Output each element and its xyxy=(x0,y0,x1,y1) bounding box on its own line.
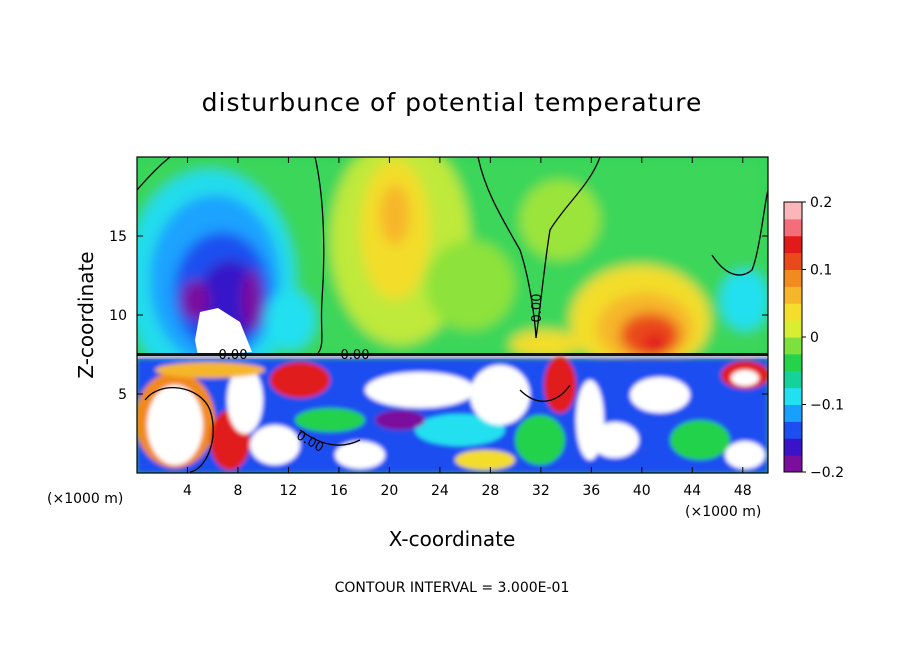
contour-label: 0.00 xyxy=(341,348,370,363)
colorbar-segment xyxy=(784,353,802,372)
y-tick-label: 15 xyxy=(109,229,127,245)
x-tick-label: 16 xyxy=(330,483,348,499)
colorbar-segment xyxy=(784,337,802,355)
colorbar-segment xyxy=(784,269,802,287)
colorbar-segment xyxy=(784,421,802,439)
contour-label: 0.00 xyxy=(530,294,545,323)
colorbar-segment xyxy=(784,303,802,321)
y-tick-label: 5 xyxy=(118,387,127,403)
colorbar-segment xyxy=(784,455,802,473)
y-axis-label: Z-coordinate xyxy=(74,251,98,378)
x-tick-label: 44 xyxy=(683,483,701,499)
colorbar-segment xyxy=(784,218,802,237)
heatmap-field xyxy=(137,157,768,473)
colorbar-segment xyxy=(784,438,802,456)
x-tick-label: 4 xyxy=(183,483,192,499)
colorbar-label: 0 xyxy=(810,330,819,346)
x-tick-label: 12 xyxy=(280,483,298,499)
x-tick-label: 32 xyxy=(532,483,550,499)
colorbar-label: 0.2 xyxy=(810,195,832,211)
colorbar-label: 0.1 xyxy=(810,263,832,279)
x-tick-label: 48 xyxy=(734,483,752,499)
x-unit-label-right: (×1000 m) xyxy=(685,504,761,520)
colorbar-segment xyxy=(784,404,802,422)
x-tick-label: 40 xyxy=(633,483,651,499)
colorbar: 0.2 0.1 0 −0.1 −0.2 xyxy=(783,195,844,481)
colorbar-segment xyxy=(784,387,802,405)
x-tick-label: 28 xyxy=(481,483,499,499)
colorbar-segment xyxy=(784,252,802,270)
contour-interval-text: CONTOUR INTERVAL = 3.000E-01 xyxy=(335,580,570,596)
x-tick-label: 8 xyxy=(233,483,242,499)
colorbar-segment xyxy=(784,370,802,389)
y-axis: 5 10 15 xyxy=(109,229,768,403)
x-unit-label-left: (×1000 m) xyxy=(47,491,123,507)
colorbar-segment xyxy=(784,286,802,304)
x-axis: 4 8 12 16 20 24 28 32 36 40 44 48 xyxy=(183,157,752,499)
x-tick-label: 20 xyxy=(380,483,398,499)
x-tick-label: 24 xyxy=(431,483,449,499)
contour-label: 0.00 xyxy=(219,348,248,363)
x-tick-label: 36 xyxy=(582,483,600,499)
colorbar-segment xyxy=(784,320,802,338)
colorbar-segment xyxy=(784,235,802,254)
x-axis-label: X-coordinate xyxy=(389,527,516,551)
colorbar-label: −0.2 xyxy=(810,465,844,481)
chart-title: disturbunce of potential temperature xyxy=(202,88,703,117)
colorbar-segment xyxy=(784,202,802,220)
colorbar-label: −0.1 xyxy=(810,398,844,414)
y-tick-label: 10 xyxy=(109,308,127,324)
